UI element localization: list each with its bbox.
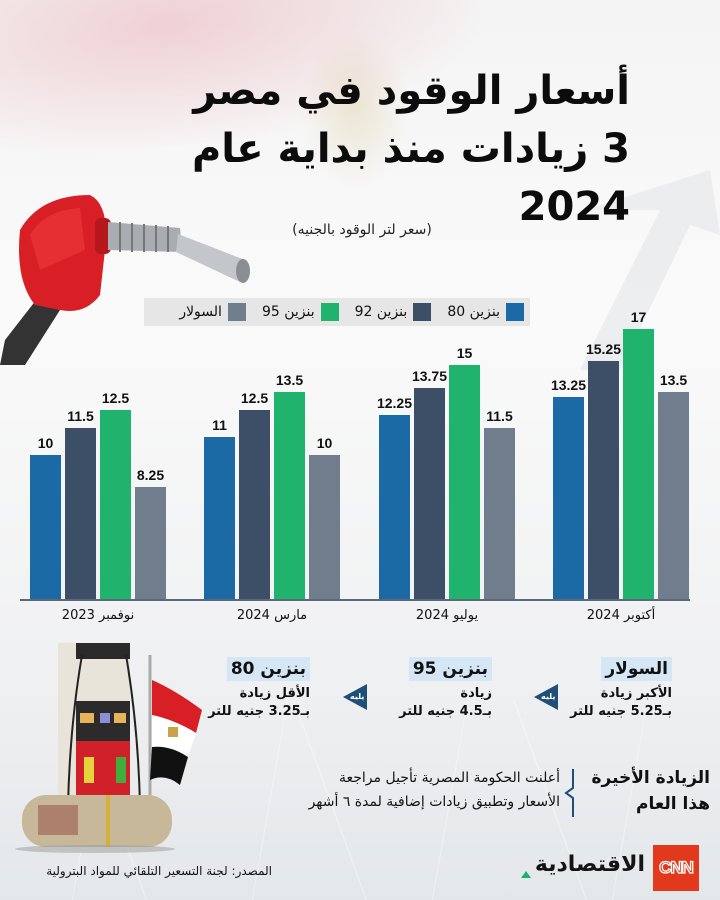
increase-line-2: بـ4.5 جنيه للتر — [399, 704, 492, 719]
bar-value-label: 13.5 — [275, 372, 304, 388]
bar-value-label: 13.75 — [411, 367, 448, 384]
brace-divider-icon — [564, 769, 574, 817]
bar — [379, 414, 410, 599]
next-marker-icon — [343, 684, 367, 710]
bar — [274, 392, 305, 599]
latest-body-line-1: أعلنت الحكومة المصرية تأجيل مراجعة — [339, 770, 560, 786]
legend-swatch — [227, 303, 246, 321]
background-up-arrow-icon — [580, 170, 720, 370]
legend-swatch — [506, 303, 524, 321]
increase-line-1: الأكبر زيادة — [600, 686, 672, 701]
legend-swatch — [320, 303, 339, 321]
legend-item-benzine-92: بنزين 92 — [355, 303, 432, 321]
increase-benzine-95: بنزين 95 زيادة بـ4.5 جنيه للتر — [362, 657, 492, 721]
increase-line-1: زيادة — [460, 686, 492, 701]
chart-subtitle: (سعر لتر الوقود بالجنيه) — [292, 222, 432, 238]
legend-label: بنزين 95 — [261, 304, 315, 320]
bar-value-label: 11.5 — [67, 408, 94, 424]
fuel-pump-illustration-icon — [15, 643, 202, 853]
x-axis-category-label: مارس 2024 — [236, 608, 308, 623]
bar-value-label: 12.5 — [240, 390, 269, 406]
bar — [449, 365, 480, 599]
latest-increase-title: الزيادة الأخيرة هذا العام — [580, 765, 710, 817]
bar-value-label: 13.25 — [550, 376, 587, 393]
background-eagle-emblem — [300, 30, 410, 190]
x-axis-category-label: نوفمبر 2023 — [61, 608, 135, 623]
page-title: أسعار الوقود في مصر 3 زيادات منذ بداية ع… — [70, 62, 630, 236]
legend-label: السولار — [179, 304, 222, 320]
bar-value-label: 12.5 — [101, 390, 130, 406]
chart-legend: بنزين 80 بنزين 92 بنزين 95 السولار — [144, 298, 530, 326]
latest-title-line-2: هذا العام — [635, 794, 710, 814]
cnn-logo-text: CNN — [658, 857, 694, 877]
bar-value-label: 12.25 — [376, 394, 413, 411]
legend-item-benzine-95: بنزين 95 — [262, 303, 339, 321]
increase-line-2: بـ5.25 جنيه للتر — [570, 704, 672, 719]
bar-value-label: 11.5 — [486, 408, 513, 424]
latest-title-line-1: الزيادة الأخيرة — [591, 768, 710, 788]
next-marker-label: يليه — [541, 692, 556, 701]
legend-label: بنزين 80 — [447, 304, 500, 320]
x-axis-category-label: أكتوبر 2024 — [586, 608, 656, 623]
bar — [309, 455, 340, 599]
bar — [484, 428, 515, 599]
bar-value-label: 13.5 — [659, 372, 688, 388]
bar-value-label: 11 — [212, 417, 227, 433]
increase-line-2: بـ3.25 جنيه للتر — [208, 704, 310, 719]
latest-body-line-2: الأسعار وتطبيق زيادات إضافية لمدة ٦ أشهر — [308, 794, 560, 810]
bar-value-label: 15.25 — [585, 340, 622, 357]
legend-label: بنزين 92 — [354, 304, 408, 320]
legend-item-solar: السولار — [179, 303, 246, 321]
bar-value-label: 10 — [316, 435, 333, 451]
bar — [204, 437, 235, 599]
x-axis-line — [20, 599, 690, 601]
brand-accent-icon — [521, 871, 531, 878]
bar — [100, 410, 131, 599]
bar — [553, 396, 584, 599]
title-line-2: 3 زيادات منذ بداية عام 2024 — [191, 126, 630, 230]
next-marker-label: يليه — [350, 692, 365, 701]
bar — [30, 455, 61, 599]
source-note: المصدر: لجنة التسعير التلقائي للمواد الب… — [46, 864, 272, 878]
bar-value-label: 8.25 — [136, 466, 165, 483]
legend-item-benzine-80: بنزين 80 — [447, 303, 524, 321]
increase-heading: السولار — [601, 657, 672, 681]
increase-heading: بنزين 80 — [226, 657, 310, 681]
x-axis-category-label: يوليو 2024 — [415, 608, 479, 623]
increase-line-1: الأقل زيادة — [239, 686, 310, 701]
bar-value-label: 10 — [37, 435, 54, 451]
bar-value-label: 17 — [630, 309, 647, 325]
brand-name: الاقتصادية — [534, 852, 645, 877]
cnn-logo: CNN — [653, 845, 699, 891]
latest-increase-note: أعلنت الحكومة المصرية تأجيل مراجعة الأسع… — [215, 766, 560, 814]
bar-chart: 10 11.5 12.5 8.25 نوفمبر 2023 11 12.5 13.5 10 مار… — [0, 300, 720, 640]
legend-swatch — [413, 303, 432, 321]
bar — [414, 387, 445, 599]
next-marker-icon — [534, 684, 558, 710]
title-line-1: أسعار الوقود في مصر — [193, 68, 630, 114]
bar — [239, 410, 270, 599]
bar — [65, 428, 96, 599]
bar — [658, 392, 689, 599]
bar — [623, 329, 654, 599]
fuel-nozzle-icon — [0, 195, 250, 365]
bar-value-label: 15 — [456, 345, 473, 361]
bar — [135, 486, 166, 599]
increase-solar: السولار الأكبر زيادة بـ5.25 جنيه للتر — [542, 657, 672, 721]
increase-heading: بنزين 95 — [408, 657, 492, 681]
bar — [588, 360, 619, 599]
increase-benzine-80: بنزين 80 الأقل زيادة بـ3.25 جنيه للتر — [180, 657, 310, 721]
